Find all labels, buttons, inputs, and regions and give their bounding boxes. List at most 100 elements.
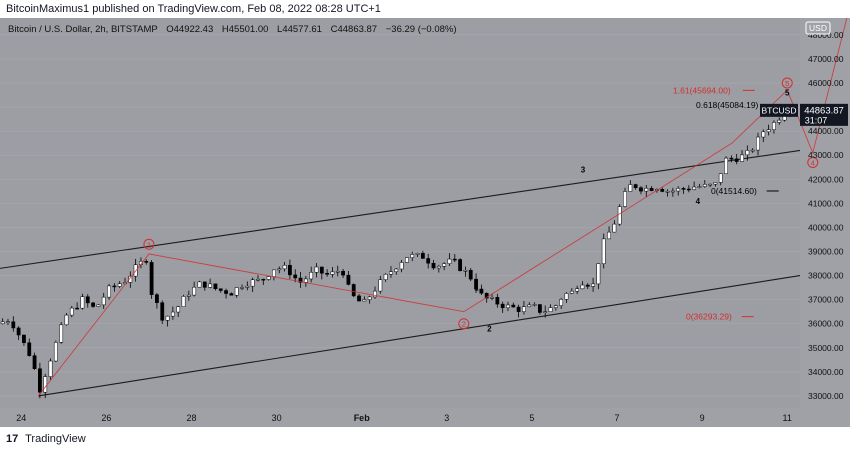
footer-brand[interactable]: TradingView xyxy=(25,433,86,445)
candle-up xyxy=(506,304,510,309)
candle-up xyxy=(303,278,308,283)
price-tick-label: 47000.00 xyxy=(808,54,844,64)
time-axis[interactable] xyxy=(0,408,800,427)
price-tick-label: 35000.00 xyxy=(808,343,844,353)
candle-down xyxy=(22,334,26,344)
candle-down xyxy=(686,188,691,191)
candle-down xyxy=(351,284,356,297)
price-tag-value: 44863.87 xyxy=(804,105,844,116)
currency-badge[interactable]: USD xyxy=(805,21,831,35)
time-tick-label: 5 xyxy=(529,413,534,423)
candle-up xyxy=(442,263,447,267)
candle-up xyxy=(208,283,213,288)
ohlc-legend: Bitcoin / U.S. Dollar, 2h, BITSTAMP O449… xyxy=(8,24,457,35)
candle-up xyxy=(266,276,271,280)
candle-up xyxy=(250,279,255,287)
candle-up xyxy=(330,271,335,275)
wave-label: 1 xyxy=(474,284,479,293)
candle-up xyxy=(410,254,415,258)
candle-up xyxy=(6,321,10,323)
wave-path xyxy=(37,89,788,397)
candle-down xyxy=(160,302,165,321)
time-tick-label: 28 xyxy=(186,413,196,423)
candle-up xyxy=(607,231,611,240)
legend-symbol: Bitcoin / U.S. Dollar, 2h, BITSTAMP xyxy=(8,24,158,35)
candle-up xyxy=(117,283,122,287)
candle-up xyxy=(766,129,771,133)
candle-down xyxy=(357,295,361,302)
published-text: BitcoinMaximus1 published on TradingView… xyxy=(6,3,381,15)
fib-level-label: 1.61(45694.00) xyxy=(673,85,731,95)
price-tick-label: 41000.00 xyxy=(808,198,844,208)
candle-up xyxy=(64,314,69,326)
candle-up xyxy=(309,272,314,280)
candle-up xyxy=(713,182,718,185)
price-tick-label: 43000.00 xyxy=(808,150,844,160)
price-tick-label: 40000.00 xyxy=(808,222,844,232)
candle-up xyxy=(80,296,85,309)
candle-up xyxy=(596,263,601,285)
candle-up xyxy=(543,311,548,313)
candlestick-chart[interactable]: 1.61(45694.00) 0.618(45084.19) 0(41514.60)… xyxy=(0,18,850,427)
time-tick-label: 7 xyxy=(615,413,620,423)
candle-up xyxy=(644,188,649,192)
candle-down xyxy=(155,294,159,303)
wave-label: 2 xyxy=(462,320,466,329)
candle-up xyxy=(665,190,670,193)
legend-c-label: C xyxy=(331,24,338,35)
candle-down xyxy=(85,296,90,304)
candle-down xyxy=(484,292,489,299)
time-tick-label: Feb xyxy=(354,413,371,423)
candle-up xyxy=(490,297,494,299)
price-tick-label: 48000.00 xyxy=(808,30,844,40)
candle-down xyxy=(474,278,478,290)
candle-up xyxy=(282,264,287,270)
price-axis[interactable] xyxy=(800,18,850,427)
chart-panel[interactable]: 1.61(45694.00) 0.618(45084.19) 0(41514.60)… xyxy=(0,18,850,427)
candle-up xyxy=(745,150,750,156)
candle-up xyxy=(181,296,186,307)
time-tick-labels: 24 26 28 30 Feb 3 5 7 9 11 xyxy=(16,413,792,423)
candle-up xyxy=(192,286,197,296)
candle-down xyxy=(649,188,654,191)
candle-up xyxy=(564,293,569,300)
legend-o-value: 44922.43 xyxy=(174,24,214,35)
candle-up xyxy=(373,290,377,298)
candle-up xyxy=(59,324,64,343)
time-tick-label: 30 xyxy=(272,413,282,423)
wave-label: 2 xyxy=(487,325,492,334)
tradingview-logo-icon[interactable]: 17 xyxy=(6,433,19,446)
candle-down xyxy=(729,157,734,160)
plot-area[interactable] xyxy=(0,18,800,408)
time-tick-label: 9 xyxy=(700,413,705,423)
price-tick-label: 33000.00 xyxy=(808,391,844,401)
legend-l-label: L xyxy=(277,24,282,35)
candle-up xyxy=(53,342,58,362)
candle-down xyxy=(585,284,590,287)
wave-label: 5 xyxy=(785,79,789,88)
ascending-channel xyxy=(0,149,801,397)
candle-down xyxy=(32,355,37,369)
candle-up xyxy=(362,299,367,302)
candle-up xyxy=(580,284,585,290)
candle-up xyxy=(399,262,404,270)
price-tick-label: 46000.00 xyxy=(808,78,844,88)
candle-up xyxy=(761,131,766,138)
candle-up xyxy=(101,296,106,306)
publish-header: BitcoinMaximus1 published on TradingView… xyxy=(0,0,850,18)
candle-up xyxy=(176,306,181,313)
wave-labels: 1 2 5 4 1 2 3 4 5 xyxy=(143,77,819,334)
time-tick-label: 11 xyxy=(783,413,792,423)
price-tick-label: 37000.00 xyxy=(808,295,844,305)
price-tag-countdown: 31:07 xyxy=(805,115,828,125)
candle-down xyxy=(325,272,330,275)
candle-up xyxy=(463,270,468,272)
price-tick-label: 44000.00 xyxy=(808,126,844,136)
candle-down xyxy=(346,274,351,285)
candle-down xyxy=(261,278,266,281)
time-tick-label: 24 xyxy=(16,413,26,423)
candle-up xyxy=(777,119,782,123)
candle-up xyxy=(623,191,627,207)
candle-up xyxy=(240,287,244,289)
candle-up xyxy=(277,268,282,271)
